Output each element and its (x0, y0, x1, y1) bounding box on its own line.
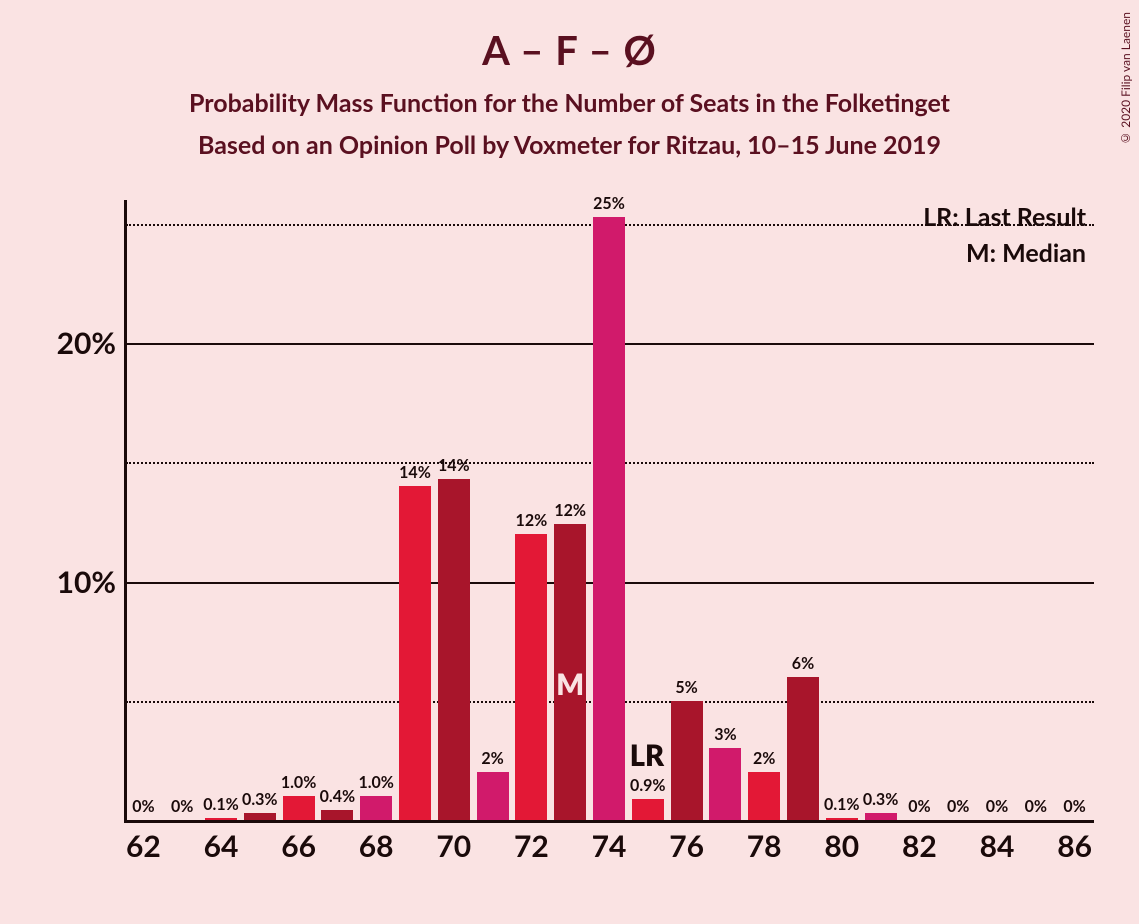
bar-value-label: 3% (695, 725, 755, 744)
chart-area: 10%20% LR: Last Result M: Median 0%0%0.1… (44, 200, 1104, 880)
x-tick-label: 72 (514, 828, 549, 864)
title-block: A – F – Ø Probability Mass Function for … (0, 0, 1139, 160)
bar (671, 701, 703, 820)
bar-value-label: 0.3% (230, 790, 290, 809)
x-tick-label: 66 (281, 828, 316, 864)
copyright-text: © 2020 Filip van Laenen (1118, 12, 1133, 146)
x-tick-label: 80 (824, 828, 859, 864)
chart-title: A – F – Ø (0, 26, 1139, 74)
bar-value-label: 1.0% (346, 773, 406, 792)
bar-value-label: 6% (773, 654, 833, 673)
x-tick-label: 68 (359, 828, 394, 864)
bar (360, 796, 392, 820)
bar-value-label: 0% (1045, 797, 1105, 816)
x-tick-label: 84 (980, 828, 1015, 864)
x-tick-label: 76 (669, 828, 704, 864)
bar (632, 799, 664, 820)
bar (244, 813, 276, 820)
bar-value-label: 0.9% (618, 776, 678, 795)
bar (399, 486, 431, 820)
bar (205, 818, 237, 820)
x-tick-label: 82 (902, 828, 937, 864)
chart-subtitle-1: Probability Mass Function for the Number… (0, 88, 1139, 118)
x-tick-label: 86 (1057, 828, 1092, 864)
y-tick-label: 20% (57, 325, 116, 361)
x-tick-label: 64 (204, 828, 239, 864)
last-result-marker: LR (630, 738, 664, 773)
median-marker: M (556, 667, 584, 702)
bar-value-label: 14% (424, 456, 484, 475)
bar (477, 772, 509, 820)
x-axis (124, 820, 1094, 823)
bar-value-label: 2% (463, 749, 523, 768)
bar (321, 810, 353, 820)
bar-value-label: 5% (657, 678, 717, 697)
bars-container: 0%0%0.1%0.3%1.0%0.4%1.0%14%14%2%12%12%M2… (124, 200, 1094, 820)
y-tick-label: 10% (57, 564, 116, 600)
x-tick-label: 74 (592, 828, 627, 864)
x-tick-label: 78 (747, 828, 782, 864)
bar (826, 818, 858, 820)
bar-value-label: 2% (734, 749, 794, 768)
bar (515, 534, 547, 820)
x-tick-label: 62 (126, 828, 161, 864)
bar (438, 479, 470, 820)
bar (748, 772, 780, 820)
x-tick-label: 70 (436, 828, 471, 864)
bar-value-label: 12% (540, 501, 600, 520)
bar-value-label: 25% (579, 194, 639, 213)
bar (593, 217, 625, 820)
chart-subtitle-2: Based on an Opinion Poll by Voxmeter for… (0, 130, 1139, 160)
